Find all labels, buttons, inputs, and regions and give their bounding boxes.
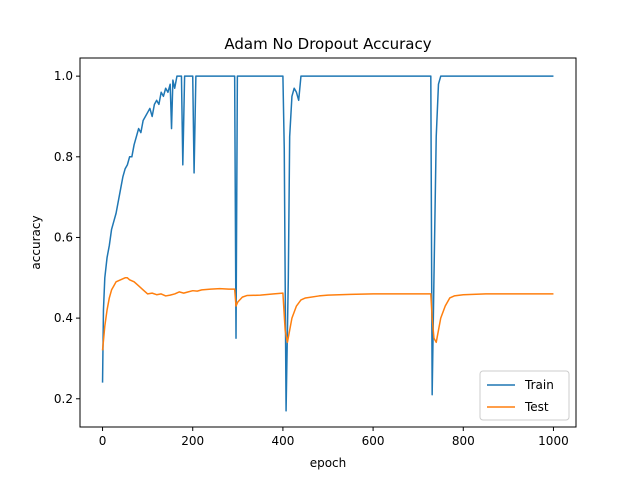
x-tick-label: 600 bbox=[362, 434, 385, 448]
legend-label-test: Test bbox=[524, 400, 549, 414]
plot-area bbox=[79, 57, 577, 428]
chart-title: Adam No Dropout Accuracy bbox=[224, 35, 431, 53]
y-axis-ticks: 0.2 0.4 0.6 0.8 1.0 bbox=[54, 69, 80, 406]
x-tick-label: 400 bbox=[271, 434, 294, 448]
series-line-test bbox=[101, 277, 554, 351]
x-tick-label: 1000 bbox=[538, 434, 569, 448]
x-tick-label: 800 bbox=[452, 434, 475, 448]
y-tick-label: 0.4 bbox=[54, 311, 73, 325]
x-tick-label: 0 bbox=[99, 434, 107, 448]
y-tick-label: 0.8 bbox=[54, 150, 73, 164]
series-line-train bbox=[101, 75, 554, 412]
plot-frame bbox=[79, 57, 577, 428]
x-axis-ticks: 0 200 400 600 800 1000 bbox=[99, 427, 569, 448]
x-axis-label: epoch bbox=[310, 456, 347, 470]
y-tick-label: 0.2 bbox=[54, 392, 73, 406]
series-layer bbox=[101, 75, 554, 412]
y-tick-label: 1.0 bbox=[54, 69, 73, 83]
y-tick-label: 0.6 bbox=[54, 230, 73, 244]
legend: Train Test bbox=[479, 370, 570, 421]
legend-label-train: Train bbox=[524, 378, 554, 392]
y-axis-label: accuracy bbox=[29, 215, 43, 269]
x-tick-label: 200 bbox=[181, 434, 204, 448]
